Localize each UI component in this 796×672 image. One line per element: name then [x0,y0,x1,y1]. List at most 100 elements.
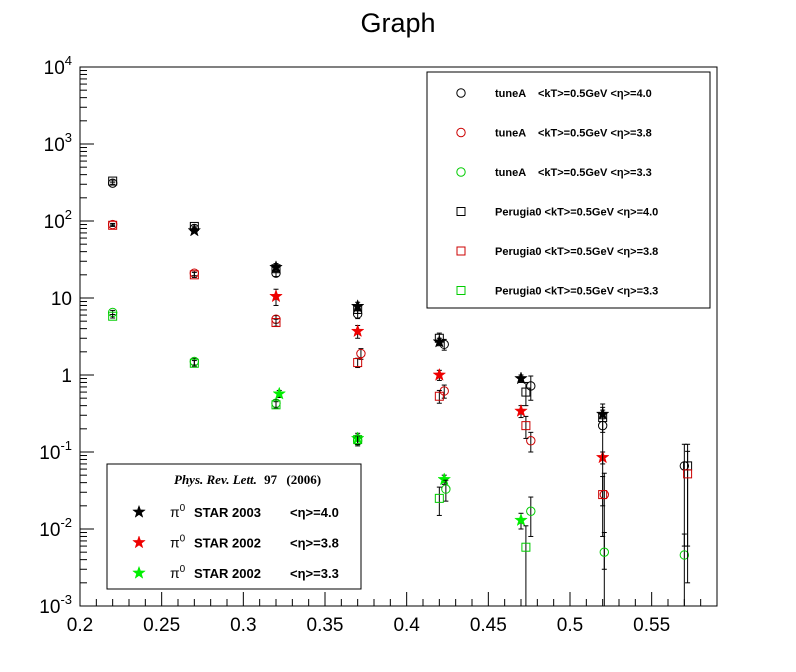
data-point [189,358,199,368]
legend-marker [132,504,146,518]
y-tick-label: 103 [44,130,72,156]
y-tick-label: 10-3 [39,592,72,618]
data-point [441,484,451,494]
legend-label: tuneA <kT>=0.5GeV <η>=3.3 [495,167,652,179]
y-tick-label: 102 [44,207,72,233]
data-point [434,333,444,343]
legend-pi0: π0 [170,564,186,581]
legend-entry: tuneA <kT>=0.5GeV <η>=4.0 [456,88,652,100]
legend-label: tuneA <kT>=0.5GeV <η>=4.0 [495,88,652,100]
data-point [598,413,608,423]
data-point [437,472,452,486]
legend-label: STAR 2002 [194,566,261,581]
legend-star-year: (2006) [286,472,321,487]
legend-simulation: tuneA <kT>=0.5GeV <η>=4.0 tuneA <kT>=0.5G… [426,71,711,309]
legend-label: Perugia0 <kT>=0.5GeV <η>=3.8 [495,246,658,258]
data-point [269,289,283,303]
data-point [350,323,365,338]
legend-star: Phys. Rev. Lett. 97 (2006) π0 STAR 2003 <η… [106,463,362,590]
legend-entry: Perugia0 <kT>=0.5GeV <η>=3.3 [456,286,658,298]
data-point [434,391,444,401]
data-point [271,400,281,410]
data-point [271,264,281,274]
legend-marker [456,127,466,138]
x-tick-label: 0.2 [67,615,93,636]
y-tick-label: 10-2 [39,515,72,541]
legend-entry: π0 STAR 2002 <η>=3.3 [132,564,339,581]
data-point [599,547,609,557]
legend-star-volume: 97 [264,472,278,487]
data-point [521,387,531,397]
x-tick-label: 0.3 [230,615,256,636]
data-point [108,176,118,186]
y-tick-label: 10-1 [39,438,72,464]
data-point [271,318,281,328]
data-point [439,386,449,396]
data-point [521,421,531,431]
x-tick-label: 0.45 [470,615,507,636]
legend-simulation-box [426,71,711,309]
plot-frame [79,66,718,607]
data-point [598,490,608,500]
axes: 0.2 0.25 0.3 0.35 0.4 0.45 0.5 0.55 10-3 10-2 10-1… [39,53,718,636]
y-tick-label: 10 [51,289,72,310]
data-point [434,493,444,503]
legend-label: STAR 2002 [194,536,261,551]
y-tick-label: 1 [61,366,72,387]
x-tick-label: 0.35 [307,615,344,636]
legend-entry: tuneA <kT>=0.5GeV <η>=3.3 [456,167,652,179]
legend-label: Perugia0 <kT>=0.5GeV <η>=3.3 [495,286,658,298]
x-tick-label: 0.25 [143,615,180,636]
data-point [432,367,447,381]
data-point [679,550,690,560]
series-7 [108,220,693,584]
legend-pi0: π0 [170,534,186,551]
legend-entry: π0 STAR 2002 <η>=3.8 [132,534,339,551]
data-point [353,358,363,368]
legend-label: STAR 2003 [194,505,261,520]
data-point [521,542,531,552]
legend-star-header: Phys. Rev. Lett. 97 (2006) [174,472,321,487]
x-tick-label: 0.4 [393,615,420,636]
data-point [683,469,693,479]
data-point [189,270,199,280]
data-point [189,221,199,231]
data-point [526,436,536,446]
legend-entry: Perugia0 <kT>=0.5GeV <η>=4.0 [456,207,658,219]
y-tick-label: 104 [44,53,72,79]
legend-marker [132,565,146,579]
series-8 [108,311,531,607]
data-point [356,348,366,359]
legend-marker [456,167,466,177]
legend-pi0: π0 [170,503,186,520]
series-1 [269,288,610,465]
legend-marker [456,88,466,98]
data-point [526,506,536,516]
data-point [108,220,118,230]
legend-label: Perugia0 <kT>=0.5GeV <η>=4.0 [495,207,658,219]
legend-eta: <η>=4.0 [290,505,339,520]
x-tick-label: 0.55 [633,615,670,636]
legend-marker [132,535,146,549]
data-point [514,403,528,417]
data-point [272,386,287,400]
legend-entry: tuneA <kT>=0.5GeV <η>=3.8 [456,127,652,140]
x-tick-label: 0.5 [557,615,583,636]
legend-star-journal: Phys. Rev. Lett. [174,472,257,487]
legend-marker [456,207,466,216]
legend-star-box [106,463,362,590]
data-point [108,311,118,321]
legend-marker [456,286,466,295]
chart-title: Graph [360,8,435,38]
data-point [526,381,536,391]
legend-entry: π0 STAR 2003 <η>=4.0 [132,503,339,520]
legend-label: tuneA <kT>=0.5GeV <η>=3.8 [495,128,652,140]
data-point [514,371,528,385]
data-point [514,512,528,527]
legend-eta: <η>=3.3 [290,566,339,581]
data-marks [107,176,693,607]
legend-eta: <η>=3.8 [290,536,339,551]
legend-entry: Perugia0 <kT>=0.5GeV <η>=3.8 [456,246,658,258]
data-point [353,435,363,445]
